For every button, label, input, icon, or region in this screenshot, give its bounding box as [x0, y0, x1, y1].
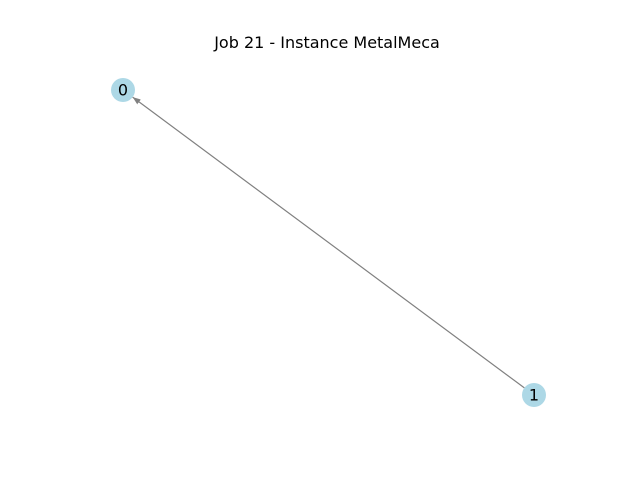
- node-label: 1: [529, 386, 539, 405]
- figure-title: Job 21 - Instance MetalMeca: [214, 33, 440, 52]
- edges-layer: [132, 96, 525, 389]
- nodes-layer: 01: [111, 78, 546, 407]
- node-0: 0: [111, 78, 135, 102]
- node-circle: [522, 383, 546, 407]
- node-circle: [111, 78, 135, 102]
- node-1: 1: [522, 383, 546, 407]
- node-label: 0: [118, 81, 128, 100]
- edge-1-to-0: [132, 96, 525, 389]
